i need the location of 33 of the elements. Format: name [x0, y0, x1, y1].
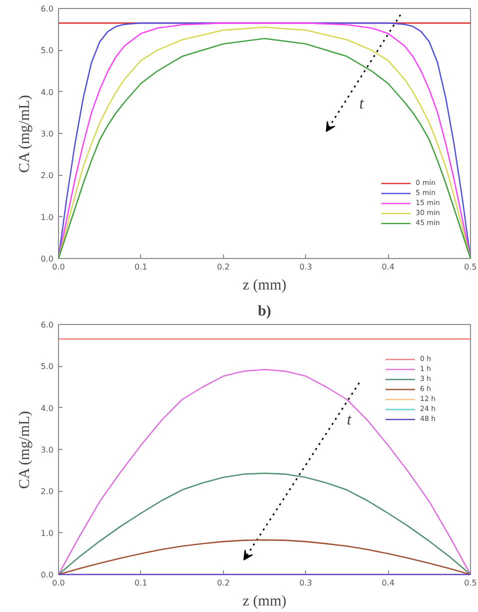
y-tick-label: 4.0	[40, 404, 54, 413]
y-tick-label: 5.0	[40, 362, 54, 372]
y-tick-label: 3.0	[40, 446, 54, 454]
x-tick-label: 0.5	[464, 262, 477, 272]
x-tick-label: 0.5	[464, 578, 477, 588]
x-axis-title: z (mm)	[242, 278, 286, 294]
x-tick-label: 0.4	[382, 578, 394, 588]
y-tick-label: 1.0	[40, 528, 54, 538]
y-tick-label: 2.0	[40, 171, 54, 180]
y-tick-label: 1.0	[40, 212, 54, 222]
y-axis-title: CA (mg/mL)	[16, 410, 33, 489]
x-tick-label: 0.2	[216, 262, 230, 272]
y-axis-title: CA (mg/mL)	[16, 94, 33, 173]
y-tick-label: 6.0	[40, 4, 54, 14]
chart-title: b)	[258, 304, 272, 320]
y-tick-label: 0.0	[40, 570, 54, 580]
x-axis-title: z (mm)	[242, 594, 286, 610]
y-tick-label: 0.0	[40, 254, 54, 264]
y-tick-label: 4.0	[40, 88, 54, 97]
x-tick-label: 0.4	[382, 262, 394, 272]
annotation: t	[359, 96, 364, 113]
x-tick-label: 0.0	[52, 262, 65, 272]
x-tick-label: 0.3	[299, 578, 312, 588]
annotation: t	[346, 412, 352, 429]
y-tick-label: 5.0	[40, 46, 54, 56]
y-tick-label: 6.0	[40, 320, 54, 330]
y-tick-label: 3.0	[40, 130, 54, 138]
x-tick-label: 0.3	[299, 262, 312, 272]
x-tick-label: 0.1	[134, 578, 148, 588]
x-tick-label: 0.1	[134, 262, 148, 272]
y-tick-label: 2.0	[40, 487, 54, 496]
x-tick-label: 0.2	[216, 578, 230, 588]
x-tick-label: 0.0	[52, 578, 65, 588]
